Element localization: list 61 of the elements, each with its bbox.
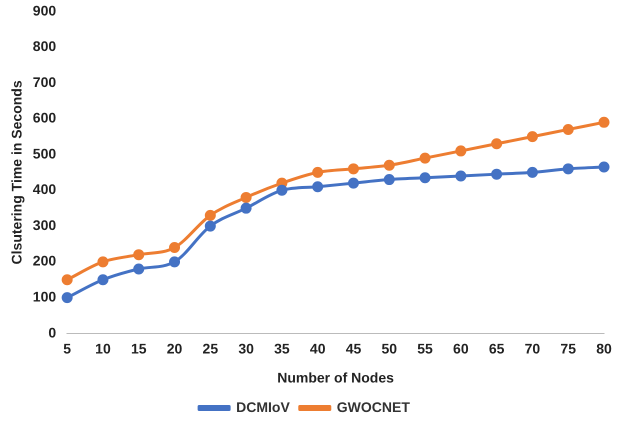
x-tick-label: 5 bbox=[63, 340, 72, 357]
point bbox=[204, 210, 216, 221]
y-tick-label: 700 bbox=[32, 74, 56, 90]
point bbox=[420, 172, 431, 184]
y-tick-label: 0 bbox=[48, 324, 56, 340]
point bbox=[312, 181, 324, 192]
y-tick-label: 300 bbox=[32, 216, 56, 233]
point bbox=[455, 170, 466, 182]
point bbox=[312, 166, 324, 178]
point bbox=[491, 138, 502, 150]
x-tick-label: 45 bbox=[346, 340, 362, 357]
point bbox=[562, 163, 574, 174]
x-tick-label: 65 bbox=[488, 340, 505, 357]
x-tick-label: 40 bbox=[310, 340, 326, 357]
point bbox=[420, 152, 431, 164]
legend-label: DCMIoV bbox=[236, 398, 290, 415]
point bbox=[204, 220, 216, 232]
point bbox=[384, 174, 395, 186]
y-tick-label: 800 bbox=[32, 38, 56, 54]
point bbox=[526, 131, 538, 142]
point bbox=[62, 292, 73, 304]
x-tick-label: 55 bbox=[417, 340, 434, 357]
y-tick-label: 400 bbox=[32, 181, 56, 198]
x-tick-label: 60 bbox=[453, 340, 469, 357]
point bbox=[348, 178, 359, 189]
legend-label: GWOCNET bbox=[336, 398, 410, 415]
point bbox=[348, 163, 359, 174]
y-tick-label: 100 bbox=[32, 288, 56, 304]
point bbox=[97, 256, 108, 268]
y-tick-label: 600 bbox=[32, 110, 56, 126]
point bbox=[562, 124, 574, 135]
point bbox=[455, 145, 466, 156]
point bbox=[62, 274, 73, 286]
y-axis-title: Clsutering Time in Seconds bbox=[8, 80, 24, 264]
x-tick-label: 25 bbox=[202, 340, 218, 357]
point bbox=[240, 192, 252, 203]
point bbox=[598, 162, 610, 173]
point bbox=[169, 242, 180, 254]
point bbox=[97, 274, 108, 286]
y-tick-label: 500 bbox=[32, 145, 56, 162]
x-tick-label: 30 bbox=[238, 340, 254, 357]
point bbox=[276, 184, 288, 196]
point bbox=[169, 256, 180, 268]
x-tick-label: 20 bbox=[166, 340, 183, 357]
point bbox=[240, 202, 252, 214]
y-tick-label: 200 bbox=[32, 252, 56, 269]
point bbox=[526, 166, 538, 178]
x-tick-label: 10 bbox=[95, 340, 111, 357]
point bbox=[384, 160, 395, 171]
x-tick-label: 70 bbox=[524, 340, 540, 357]
x-tick-label: 35 bbox=[274, 340, 290, 357]
x-axis-title: Number of Nodes bbox=[277, 369, 394, 386]
point bbox=[598, 116, 610, 128]
point bbox=[133, 249, 144, 260]
x-tick-label: 80 bbox=[596, 340, 612, 357]
point bbox=[133, 264, 144, 274]
x-tick-label: 75 bbox=[560, 340, 576, 357]
x-tick-label: 15 bbox=[130, 340, 147, 357]
point bbox=[491, 168, 502, 180]
x-tick-label: 50 bbox=[381, 340, 398, 357]
y-tick-label: 900 bbox=[32, 2, 56, 18]
